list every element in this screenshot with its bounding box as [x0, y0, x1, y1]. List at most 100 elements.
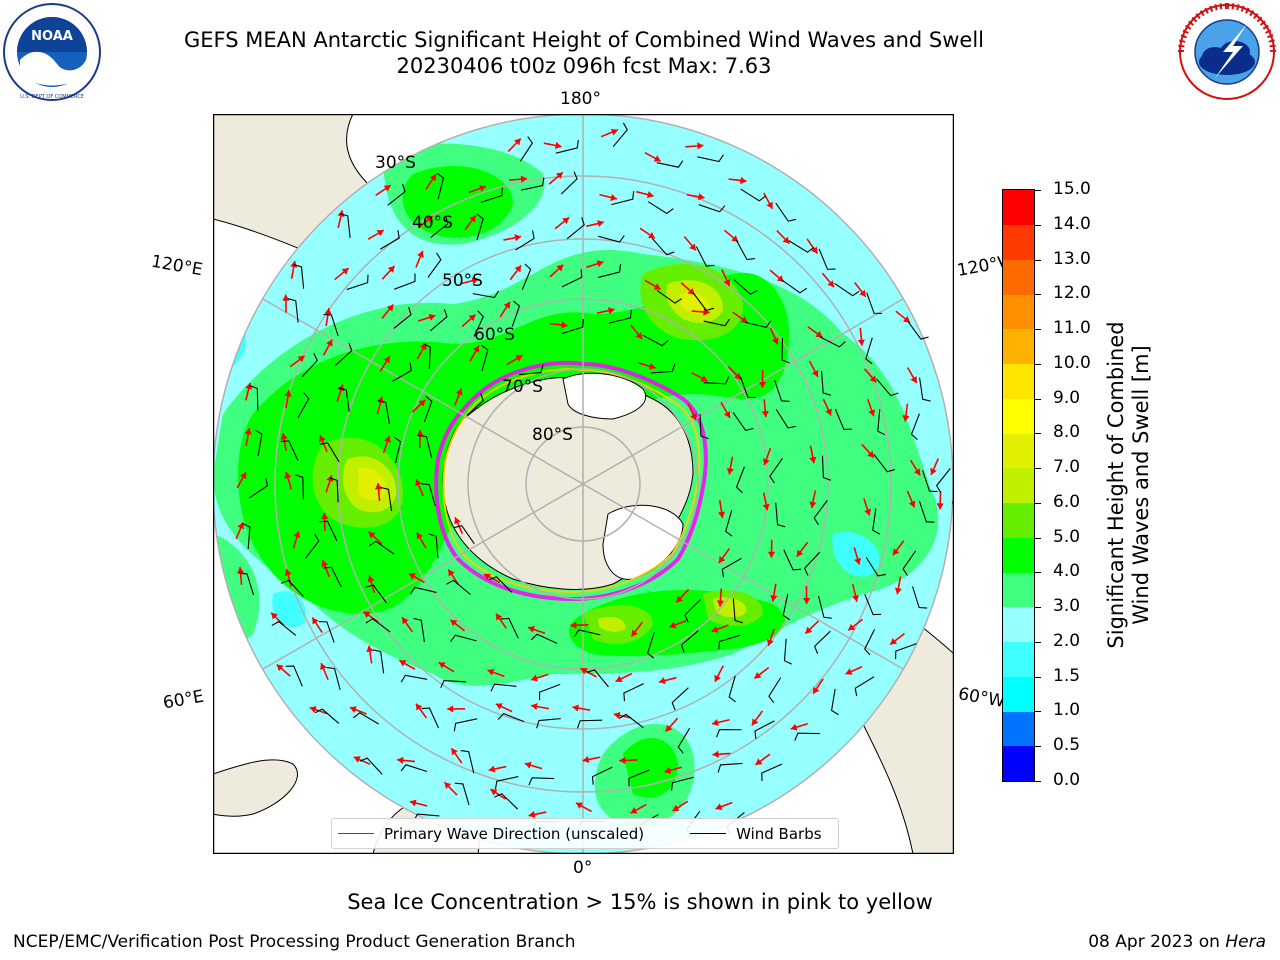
- wind-barb: [716, 729, 742, 738]
- wave-arrow-head: [468, 314, 476, 322]
- lon-label-60w: 60°W: [956, 684, 1007, 712]
- wind-barb: [413, 617, 425, 643]
- wind-barb: [521, 263, 532, 290]
- wind-barb: [576, 719, 603, 729]
- colorbar-segment: [1003, 433, 1034, 469]
- wave-arrow-head: [320, 663, 327, 671]
- wind-barb: [735, 466, 745, 494]
- wind-barb: [781, 279, 807, 294]
- colorbar-label-line1: Significant Height of Combined: [1104, 321, 1128, 649]
- colorbar-segment: [1003, 468, 1034, 503]
- wave-arrow-head: [363, 611, 371, 619]
- wave-arrow-head: [615, 675, 623, 683]
- colorbar-tick-mark: [1034, 190, 1041, 191]
- wave-arrow-head: [731, 235, 739, 242]
- wind-barb: [454, 782, 470, 806]
- wave-arrow-head: [367, 575, 375, 583]
- wave-arrow-head: [619, 756, 626, 765]
- wave-arrow-head: [766, 638, 774, 646]
- wind-barb: [697, 154, 724, 163]
- wave-arrow-head: [321, 560, 329, 568]
- wave-arrow-head: [751, 718, 759, 726]
- wind-barb: [528, 777, 555, 786]
- wind-barb: [598, 235, 625, 243]
- wind-barb: [656, 289, 682, 304]
- wind-barb: [646, 632, 655, 659]
- colorbar-tick-mark: [1034, 537, 1041, 539]
- wave-arrow-head: [524, 761, 532, 769]
- wave-arrow-head: [368, 531, 376, 539]
- wind-barb: [393, 436, 402, 464]
- wind-barb: [326, 666, 341, 690]
- wind-barb: [473, 310, 484, 337]
- chart-title: GEFS MEAN Antarctic Significant Height o…: [183, 28, 985, 52]
- lon-label-0: 0°: [573, 858, 593, 878]
- colorbar-label: Significant Height of Combined Wind Wave…: [1104, 321, 1154, 648]
- wind-barb: [511, 300, 521, 328]
- wave-arrow-head: [438, 662, 446, 669]
- wave-arrow-head: [341, 268, 349, 275]
- wave-arrow-head: [570, 621, 577, 629]
- wind-barb: [725, 510, 733, 537]
- wave-arrow-head: [561, 321, 568, 329]
- wind-barb: [573, 629, 601, 637]
- wind-barb: [280, 440, 299, 462]
- wave-arrow-head: [776, 275, 784, 282]
- wave-arrow-head: [309, 706, 317, 713]
- wave-arrow-head: [813, 686, 820, 694]
- colorbar-tick-mark: [1034, 572, 1041, 574]
- wave-arrow-head: [690, 413, 697, 421]
- wind-barb: [794, 732, 820, 741]
- colorbar-segment: [1003, 711, 1034, 747]
- wind-barb: [740, 188, 766, 202]
- wave-arrow-head: [734, 372, 741, 380]
- wave-arrow-head: [805, 626, 813, 634]
- wind-barb: [423, 395, 433, 423]
- wind-barb: [820, 370, 832, 396]
- colorbar-segment: [1003, 259, 1034, 295]
- wave-arrow-head: [416, 430, 424, 437]
- wind-barb: [873, 454, 896, 473]
- wind-barb: [817, 595, 832, 619]
- wind-barb: [642, 334, 669, 347]
- wind-barb: [323, 313, 339, 337]
- wind-barb: [346, 274, 369, 291]
- wave-arrow-head: [610, 128, 618, 136]
- colorbar-segment: [1003, 572, 1034, 608]
- legend-item-wind-barbs: Wind Barbs: [684, 825, 822, 843]
- wave-arrow-head: [851, 595, 860, 602]
- wave-arrow-head: [514, 265, 522, 273]
- wind-barb: [598, 264, 622, 278]
- wave-arrow-head: [282, 294, 290, 301]
- wind-barb: [248, 477, 269, 499]
- wind-barb: [450, 634, 477, 642]
- wind-barb: [671, 687, 689, 711]
- wind-barb: [692, 292, 715, 312]
- wave-arrow-head: [910, 376, 917, 384]
- wind-barb: [703, 318, 730, 327]
- wave-arrow-head: [770, 595, 778, 602]
- wave-arrow-head: [514, 138, 521, 146]
- wind-barb: [566, 217, 585, 240]
- colorbar-tick-label: 3.0: [1053, 596, 1081, 617]
- wind-barb: [481, 344, 489, 372]
- wave-arrow-head: [782, 236, 790, 244]
- colorbar-tick-label: 14.0: [1053, 213, 1091, 234]
- wind-barb: [497, 712, 525, 723]
- wave-arrow-head: [827, 280, 835, 288]
- lat-label-50s: 50°S: [442, 271, 483, 291]
- wind-barb: [339, 213, 351, 238]
- wind-barb: [446, 579, 471, 595]
- wave-arrow-head: [455, 388, 463, 396]
- colorbar-segment: [1003, 364, 1034, 399]
- wave-arrow-head: [531, 674, 538, 682]
- noaa-logo: NOAA U.S. DEPT OF COMMERCE: [2, 2, 102, 102]
- wave-arrow-head: [868, 409, 876, 417]
- colorbar-tick-label: 0.5: [1053, 735, 1081, 756]
- wind-barb: [864, 629, 876, 656]
- wave-arrow-head: [575, 802, 583, 809]
- wind-barb: [365, 618, 391, 633]
- colorbar-tick-mark: [1034, 711, 1041, 713]
- wave-arrow-head: [384, 436, 391, 443]
- wind-barb: [466, 393, 485, 416]
